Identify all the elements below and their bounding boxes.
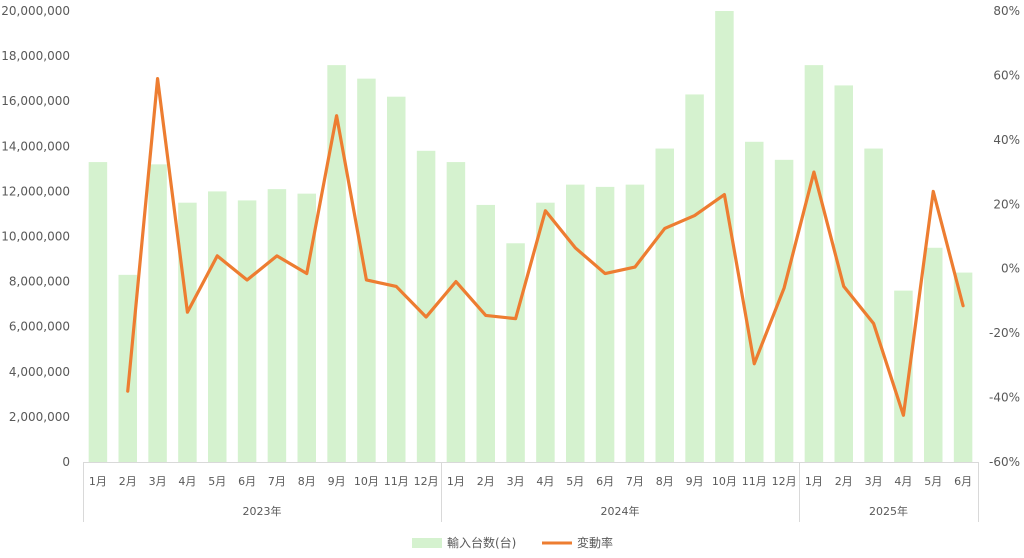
bar bbox=[237, 200, 257, 463]
bar bbox=[685, 94, 704, 462]
x-tick-label: 3月 bbox=[507, 475, 525, 488]
y-left-tick-label: 0 bbox=[62, 455, 70, 469]
y-left-tick-label: 8,000,000 bbox=[9, 275, 70, 289]
bar bbox=[536, 202, 555, 462]
x-tick-label: 2月 bbox=[119, 475, 137, 488]
bar bbox=[655, 148, 674, 462]
bar bbox=[267, 189, 287, 462]
x-tick-label: 10月 bbox=[712, 475, 737, 488]
x-tick-label: 4月 bbox=[536, 475, 554, 488]
axes-layer: 0 2,000,000 4,000,000 6,000,000 8,000,000 10,… bbox=[1, 4, 1020, 522]
y-left-tick-label: 6,000,000 bbox=[9, 320, 70, 334]
bar bbox=[894, 290, 913, 462]
bar bbox=[953, 272, 973, 462]
legend: 輸入台数(台) 変動率 bbox=[412, 535, 613, 550]
x-tick-label: 5月 bbox=[208, 475, 226, 488]
bar bbox=[924, 247, 943, 462]
bar-series-layer bbox=[88, 11, 973, 463]
x-tick-label: 6月 bbox=[596, 475, 614, 488]
y-right-tick-label: -20% bbox=[989, 326, 1020, 340]
x-tick-label: 1月 bbox=[89, 475, 107, 488]
x-tick-label: 8月 bbox=[656, 475, 674, 488]
y-right-tick-label: 80% bbox=[993, 4, 1020, 18]
bar bbox=[715, 11, 734, 462]
x-tick-label: 12月 bbox=[414, 475, 439, 488]
x-group-label: 2024年 bbox=[601, 504, 640, 518]
x-tick-label: 7月 bbox=[268, 475, 286, 488]
bar bbox=[566, 184, 585, 462]
bar bbox=[595, 186, 615, 462]
y-right-tick-label: 60% bbox=[993, 68, 1020, 82]
bar bbox=[387, 96, 406, 462]
y-right-tick-label: 0% bbox=[1001, 262, 1020, 276]
x-tick-label: 4月 bbox=[178, 475, 196, 488]
x-tick-label: 9月 bbox=[686, 475, 704, 488]
y-left-tick-label: 16,000,000 bbox=[1, 94, 70, 108]
x-tick-label: 6月 bbox=[238, 475, 256, 488]
bar bbox=[864, 148, 883, 462]
bar bbox=[446, 162, 466, 462]
bar bbox=[118, 274, 137, 462]
y-left-tick-label: 2,000,000 bbox=[9, 410, 70, 424]
y-left-tick-label: 14,000,000 bbox=[1, 139, 70, 153]
y-left-tick-label: 4,000,000 bbox=[9, 365, 70, 379]
x-tick-label: 2月 bbox=[477, 475, 495, 488]
y-right-tick-label: 20% bbox=[993, 197, 1020, 211]
bar bbox=[88, 162, 108, 462]
x-tick-label: 1月 bbox=[447, 475, 465, 488]
y-left-tick-label: 18,000,000 bbox=[1, 49, 70, 63]
x-tick-label: 8月 bbox=[298, 475, 316, 488]
legend-swatch-bar bbox=[412, 538, 442, 548]
legend-label: 変動率 bbox=[577, 535, 613, 550]
y-left-tick-label: 20,000,000 bbox=[1, 4, 70, 18]
x-tick-label: 10月 bbox=[354, 475, 379, 488]
bar bbox=[148, 164, 167, 462]
bar bbox=[774, 159, 794, 462]
x-tick-label: 6月 bbox=[954, 475, 972, 488]
x-tick-label: 11月 bbox=[742, 475, 767, 488]
line-series-path bbox=[126, 77, 965, 417]
y-right-tick-label: -60% bbox=[989, 455, 1020, 469]
y-left-tick-label: 10,000,000 bbox=[1, 230, 70, 244]
bar bbox=[208, 191, 227, 462]
bar bbox=[625, 184, 645, 462]
x-tick-label: 2月 bbox=[835, 475, 853, 488]
line-series-layer bbox=[126, 77, 965, 417]
bar bbox=[506, 243, 525, 462]
x-group-label: 2023年 bbox=[243, 504, 282, 518]
bar bbox=[745, 141, 764, 463]
bar bbox=[834, 85, 853, 463]
legend-label: 輸入台数(台) bbox=[447, 535, 516, 550]
x-tick-label: 5月 bbox=[924, 475, 942, 488]
bar bbox=[357, 78, 376, 463]
bar bbox=[297, 193, 316, 462]
x-tick-label: 9月 bbox=[328, 475, 346, 488]
bar bbox=[327, 65, 346, 463]
y-right-tick-label: -40% bbox=[989, 391, 1020, 405]
x-group-label: 2025年 bbox=[869, 504, 908, 518]
x-tick-label: 3月 bbox=[149, 475, 167, 488]
x-tick-label: 7月 bbox=[626, 475, 644, 488]
y-left-tick-label: 12,000,000 bbox=[1, 184, 70, 198]
x-tick-label: 12月 bbox=[772, 475, 797, 488]
x-tick-label: 1月 bbox=[805, 475, 823, 488]
bar bbox=[178, 202, 197, 462]
bar bbox=[476, 204, 495, 462]
x-tick-label: 11月 bbox=[384, 475, 409, 488]
y-right-tick-label: 40% bbox=[993, 133, 1020, 147]
bar bbox=[804, 65, 824, 463]
x-tick-label: 4月 bbox=[894, 475, 912, 488]
x-tick-label: 3月 bbox=[865, 475, 883, 488]
x-tick-label: 5月 bbox=[566, 475, 584, 488]
bar bbox=[416, 150, 436, 462]
